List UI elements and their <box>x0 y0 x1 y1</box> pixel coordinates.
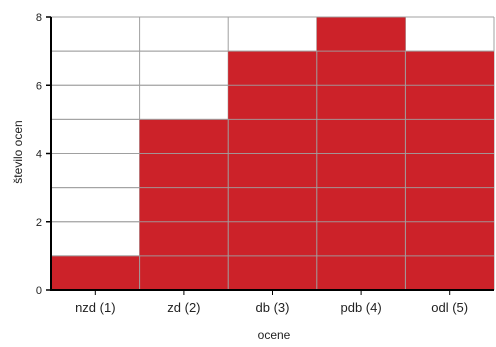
y-tick-label: 2 <box>36 217 42 229</box>
bar-2 <box>139 119 229 290</box>
y-tick-label: 0 <box>36 285 42 297</box>
labels: 0 2 4 6 8 nzd (1) zd (2) db (3) pdb (4) odl (5) <box>36 12 468 315</box>
bar-3 <box>228 51 317 290</box>
bar-5 <box>405 51 494 290</box>
y-axis-title: število ocen <box>11 120 25 183</box>
y-tick-label: 6 <box>36 80 42 92</box>
x-axis-title: ocene <box>258 328 291 342</box>
axes <box>46 16 494 295</box>
y-tick-label: 4 <box>36 149 42 161</box>
x-tick-label: nzd (1) <box>75 300 115 315</box>
x-tick-label: odl (5) <box>431 300 468 315</box>
x-tick-label: db (3) <box>256 300 290 315</box>
x-tick-label: pdb (4) <box>340 300 381 315</box>
y-tick-label: 8 <box>36 12 42 24</box>
bar-1 <box>51 255 140 290</box>
x-tick-label: zd (2) <box>167 300 200 315</box>
